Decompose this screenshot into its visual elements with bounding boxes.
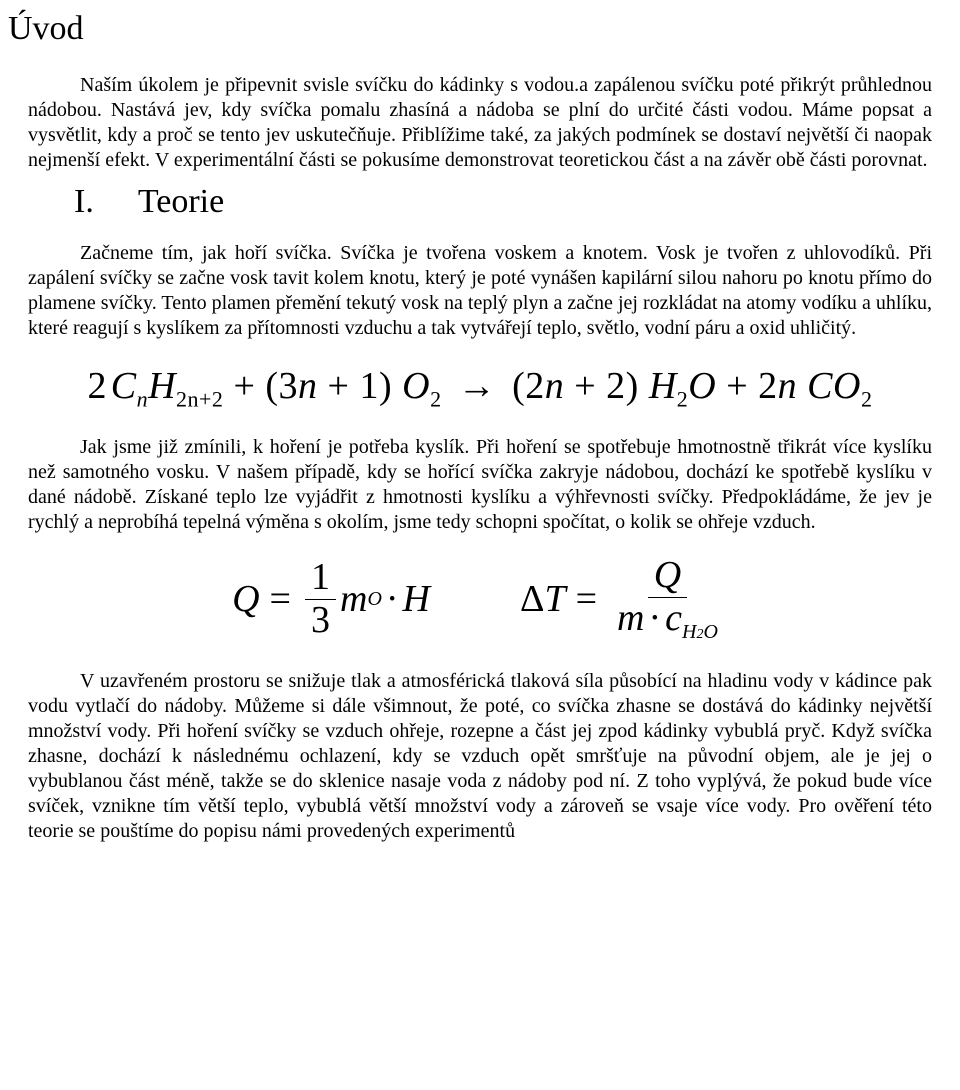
heat-equation-Q: Q = 1 3 mO · H [232, 557, 430, 642]
section-number: I. [74, 181, 94, 224]
heat-equation-deltaT: ΔT = Q m·cH2O [520, 555, 728, 643]
intro-paragraph: Naším úkolem je připevnit svisle svíčku … [28, 73, 932, 173]
theory-paragraph-3: V uzavřeném prostoru se snižuje tlak a a… [28, 669, 932, 844]
theory-paragraph-2: Jak jsme již zmínili, k hoření je potřeb… [28, 435, 932, 535]
theory-paragraph-1: Začneme tím, jak hoří svíčka. Svíčka je … [28, 241, 932, 341]
heat-equations: Q = 1 3 mO · H ΔT = Q m·cH2O [28, 555, 932, 643]
section-name: Teorie [138, 181, 224, 224]
combustion-equation: 2 CnH2n+2 + (3n + 1) O2 → (2n + 2) H2O +… [28, 363, 932, 413]
section-heading: I. Teorie [74, 181, 932, 224]
page-title: Úvod [8, 8, 932, 51]
